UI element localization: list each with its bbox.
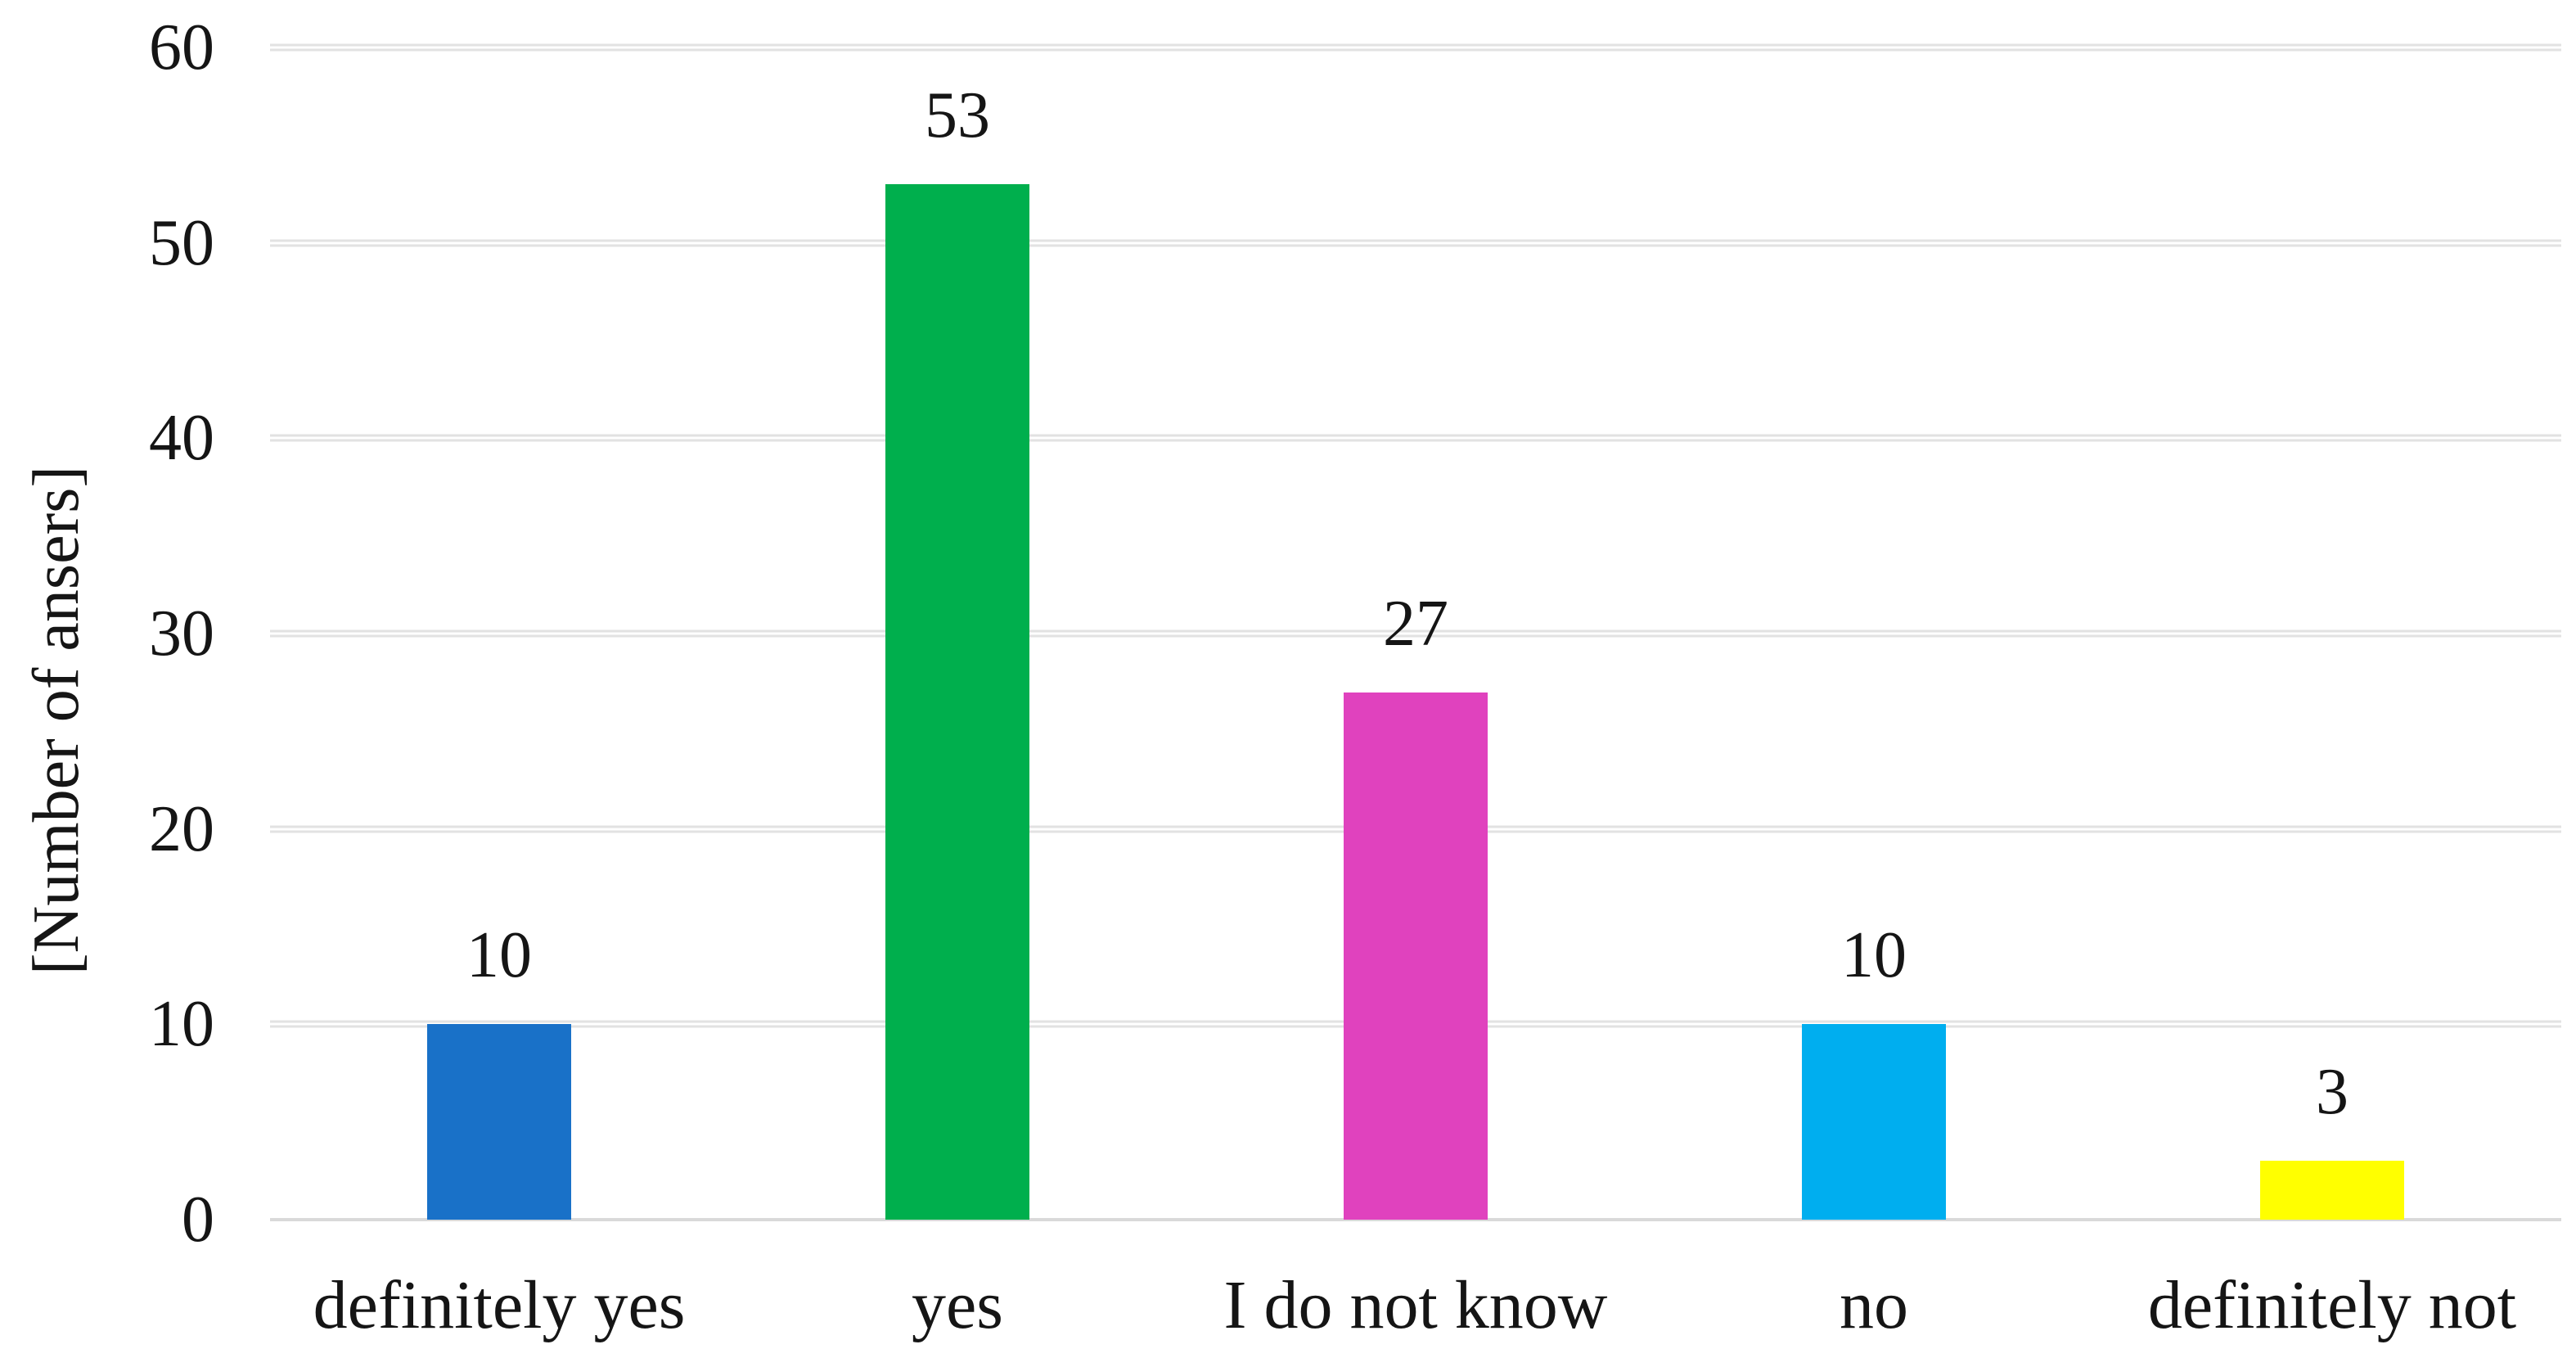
bar-slot: 10: [1645, 47, 2103, 1220]
bar-slot: 53: [728, 47, 1187, 1220]
bar-value-label: 10: [1841, 919, 1907, 992]
gridline: [270, 43, 2561, 52]
gridline: [270, 629, 2561, 638]
bar: [2260, 1161, 2404, 1220]
bar-value-label: 3: [2316, 1056, 2349, 1129]
x-category-label: definitely yes: [313, 1267, 686, 1343]
x-category-label: no: [1840, 1267, 1908, 1343]
bar-value-label: 10: [466, 919, 532, 992]
gridline: [270, 239, 2561, 247]
y-tick-label: 50: [149, 206, 214, 279]
gridline: [270, 434, 2561, 442]
x-category-label: I do not know: [1223, 1267, 1608, 1343]
y-tick-label: 60: [149, 11, 214, 83]
y-tick-label: 0: [182, 1184, 214, 1256]
plot-area: 10 53 27 10 3: [270, 43, 2561, 1221]
bar-slot: 27: [1187, 47, 1645, 1220]
x-category-label: definitely not: [2147, 1267, 2517, 1343]
bar-value-label: 27: [1383, 587, 1448, 660]
bar: [885, 184, 1029, 1220]
bar-value-label: 53: [925, 79, 990, 152]
y-tick-label: 20: [149, 792, 214, 865]
y-tick-label: 10: [149, 988, 214, 1061]
bar-slot: 3: [2103, 47, 2561, 1220]
bar: [427, 1024, 571, 1220]
y-tick-label: 30: [149, 598, 214, 670]
y-tick-label: 40: [149, 402, 214, 475]
bar-slot: 10: [270, 47, 728, 1220]
x-axis-baseline: [270, 1218, 2561, 1221]
bar: [1344, 692, 1488, 1220]
bar: [1802, 1024, 1946, 1220]
x-category-label: yes: [912, 1267, 1003, 1343]
